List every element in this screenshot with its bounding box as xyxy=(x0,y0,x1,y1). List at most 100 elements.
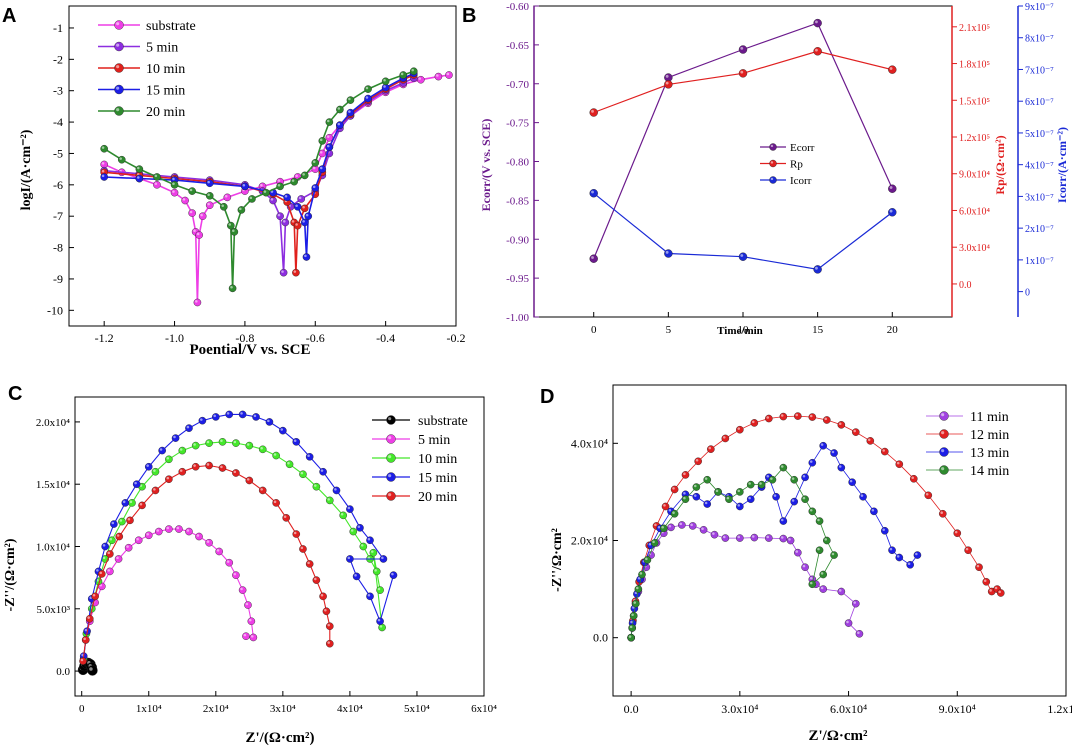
panel-a-data-point xyxy=(248,195,256,203)
panel-b-data-point xyxy=(813,47,822,56)
panel-c-data-point xyxy=(272,499,280,507)
panel-a-data-point-shine xyxy=(293,270,297,273)
panel-a-data-point xyxy=(434,72,443,81)
panel-c-legend-label: 20 min xyxy=(418,490,457,505)
panel-d-data-point-shine xyxy=(715,489,719,493)
panel-d-data-point xyxy=(703,475,712,484)
panel-d-data-point-shine xyxy=(867,438,871,442)
panel-a-y-tick-label: -8 xyxy=(53,241,63,255)
panel-a-data-point-shine xyxy=(348,97,351,101)
panel-a-data-point xyxy=(237,206,246,214)
panel-c-data-point xyxy=(218,438,227,446)
panel-c-legend-marker-shine xyxy=(388,436,392,440)
panel-d-data-point xyxy=(779,534,788,543)
panel-c-data-point-shine xyxy=(314,577,317,581)
panel-c-data-point xyxy=(245,476,254,485)
panel-a-data-point xyxy=(445,71,453,79)
panel-c-data-point-shine xyxy=(226,412,230,415)
panel-c-data-point xyxy=(205,439,213,447)
panel-d-data-point-shine xyxy=(824,417,827,421)
panel-c-data-point-shine xyxy=(253,414,257,418)
panel-d-y-tick-label: 2.0x10⁴ xyxy=(571,534,608,548)
panel-b-letter: B xyxy=(462,5,476,27)
panel-d-data-point-shine xyxy=(809,577,813,580)
panel-c-data-point-shine xyxy=(307,561,310,565)
panel-a-data-point xyxy=(198,212,207,220)
panel-b-data-point xyxy=(888,208,897,217)
panel-c-data-point-shine xyxy=(116,556,119,560)
panel-a-legend-marker-shine xyxy=(116,43,120,47)
panel-d-data-point-shine xyxy=(998,590,1001,594)
panel-c-data-point xyxy=(366,536,374,545)
panel-a-data-point xyxy=(293,202,302,211)
panel-a-data-point xyxy=(364,85,372,93)
panel-c-legend-label: substrate xyxy=(418,414,468,429)
panel-c-data-point xyxy=(319,467,327,476)
panel-c-data-point xyxy=(349,527,358,536)
panel-c-data-point xyxy=(299,470,307,479)
panel-d-data-point xyxy=(790,475,799,484)
panel-c-data-point xyxy=(128,499,136,507)
panel-c-data-point xyxy=(108,536,116,545)
panel-c-data-point-shine xyxy=(377,587,381,591)
panel-b-left-tick-label: -0.90 xyxy=(506,234,529,246)
panel-a-data-point xyxy=(205,179,214,188)
panel-d-data-point xyxy=(859,492,867,501)
panel-d-data-point-shine xyxy=(780,414,784,417)
panel-a-data-point xyxy=(300,204,309,213)
panel-b-data-point xyxy=(738,45,748,54)
panel-c-data-point-shine xyxy=(334,488,337,491)
panel-a-data-point xyxy=(297,195,306,203)
panel-a-legend-marker xyxy=(114,20,124,30)
panel-a-data-point xyxy=(135,174,144,183)
panel-b-right-tick-label: 6x10⁻⁷ xyxy=(1025,97,1054,108)
panel-a-data-point xyxy=(364,94,372,103)
panel-c-data-point xyxy=(151,467,160,476)
panel-b-data-point xyxy=(888,184,897,193)
panel-c-legend-label: 5 min xyxy=(418,433,450,448)
panel-a-y-tick-label: -2 xyxy=(53,52,63,66)
panel-d-data-point xyxy=(670,509,679,518)
panel-d-data-point-shine xyxy=(882,528,885,531)
panel-a-y-tick-label: -3 xyxy=(53,84,63,98)
panel-c-data-point xyxy=(285,460,294,469)
panel-c-data-point-shine xyxy=(377,618,381,622)
panel-d-x-tick-label: 9.0x10⁴ xyxy=(939,702,976,716)
panel-c-legend-label: 10 min xyxy=(418,452,457,467)
panel-a-data-point-shine xyxy=(327,144,330,148)
panel-c-data-point-shine xyxy=(92,593,96,597)
panel-b-x-tick-label: 10 xyxy=(738,324,750,336)
panel-c-x-tick-label: 6x10⁴ xyxy=(471,703,497,715)
panel-d-data-point-shine xyxy=(629,625,633,629)
panel-c-data-point xyxy=(98,570,106,578)
panel-c-data-point-shine xyxy=(267,419,270,423)
panel-c-data-point-shine xyxy=(186,529,190,532)
panel-a-data-point-shine xyxy=(383,78,386,82)
panel-b-data-point xyxy=(664,249,673,258)
panel-c-data-point-shine xyxy=(347,556,351,560)
panel-d-data-point-shine xyxy=(911,476,914,479)
panel-c-data-point xyxy=(115,532,124,541)
panel-a-frame xyxy=(68,5,457,327)
panel-c-data-point-shine xyxy=(273,453,277,456)
panel-a-axes: -1.2 -1.0 -0.8 -0.6 -0.4 -0.2 -1 -2 -3 -4 -5 -6 -7 -8… xyxy=(47,21,466,345)
panel-c-data-point-shine xyxy=(350,529,354,532)
panel-a-legend-marker xyxy=(114,106,124,116)
panel-d-data-point xyxy=(909,474,918,483)
panel-c-data-point xyxy=(292,530,301,538)
panel-d-data-point-shine xyxy=(857,631,860,634)
panel-d-data-point-shine xyxy=(690,523,693,527)
panel-c-data-point-shine xyxy=(320,469,324,472)
panel-c-data-point-shine xyxy=(374,569,377,572)
panel-c-data-point-shine xyxy=(139,503,143,506)
panel-a-data-point xyxy=(100,144,108,153)
panel-d-data-point xyxy=(815,546,824,555)
panel-d-legend-marker-shine xyxy=(941,413,945,417)
panel-d-data-point-shine xyxy=(838,589,842,592)
panel-d-data-point-shine xyxy=(770,477,773,480)
panel-a-data-point xyxy=(381,77,390,86)
panel-a-data-point-shine xyxy=(281,270,284,273)
panel-c-data-point xyxy=(292,438,301,446)
panel-c-data-point-shine xyxy=(146,532,149,536)
